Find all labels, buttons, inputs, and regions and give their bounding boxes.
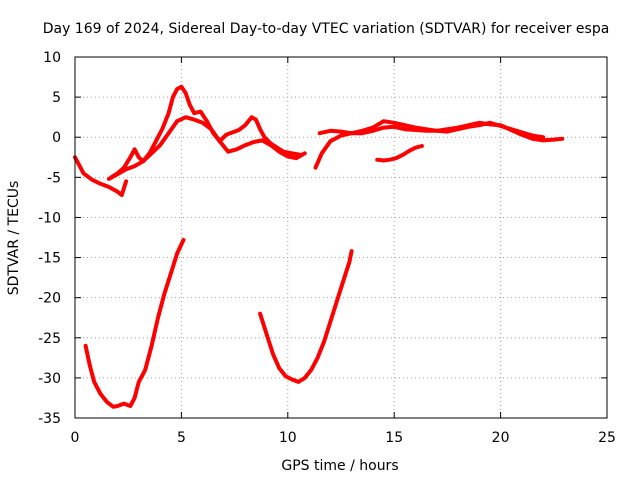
y-tick-label: 5 — [52, 90, 61, 106]
x-axis-label: GPS time / hours — [281, 458, 398, 474]
y-tick-label: 0 — [52, 130, 61, 146]
ticks: 0 5 10 15 20 25 10 5 0 -5 -10 -15 -20 -25 -30 -35 — [38, 50, 616, 446]
y-tick-label: -30 — [38, 371, 61, 387]
y-tick-label: -35 — [38, 411, 61, 427]
y-tick-label: -25 — [38, 331, 61, 347]
y-tick-label: 10 — [43, 50, 61, 66]
y-tick-label: -20 — [38, 291, 61, 307]
y-tick-label: -5 — [47, 170, 61, 186]
x-tick-label: 5 — [177, 430, 186, 446]
x-tick-label: 10 — [279, 430, 297, 446]
x-tick-label: 15 — [385, 430, 403, 446]
series-arc-8 — [375, 144, 424, 163]
series-arc-1 — [73, 155, 129, 197]
series-arc-4 — [83, 237, 186, 409]
y-tick-label: -15 — [38, 251, 61, 267]
series-group — [73, 84, 565, 409]
plot-frame — [74, 56, 608, 419]
chart-title: Day 169 of 2024, Sidereal Day-to-day VTE… — [43, 21, 610, 37]
y-tick-label: -10 — [38, 210, 61, 226]
series-arc-5 — [258, 249, 354, 384]
x-tick-label: 25 — [598, 430, 616, 446]
series-arc-3 — [109, 84, 303, 180]
y-axis-label: SDTVAR / TECUs — [6, 181, 22, 296]
series-arc-7 — [317, 119, 546, 140]
x-tick-label: 0 — [71, 430, 80, 446]
x-tick-label: 20 — [492, 430, 510, 446]
